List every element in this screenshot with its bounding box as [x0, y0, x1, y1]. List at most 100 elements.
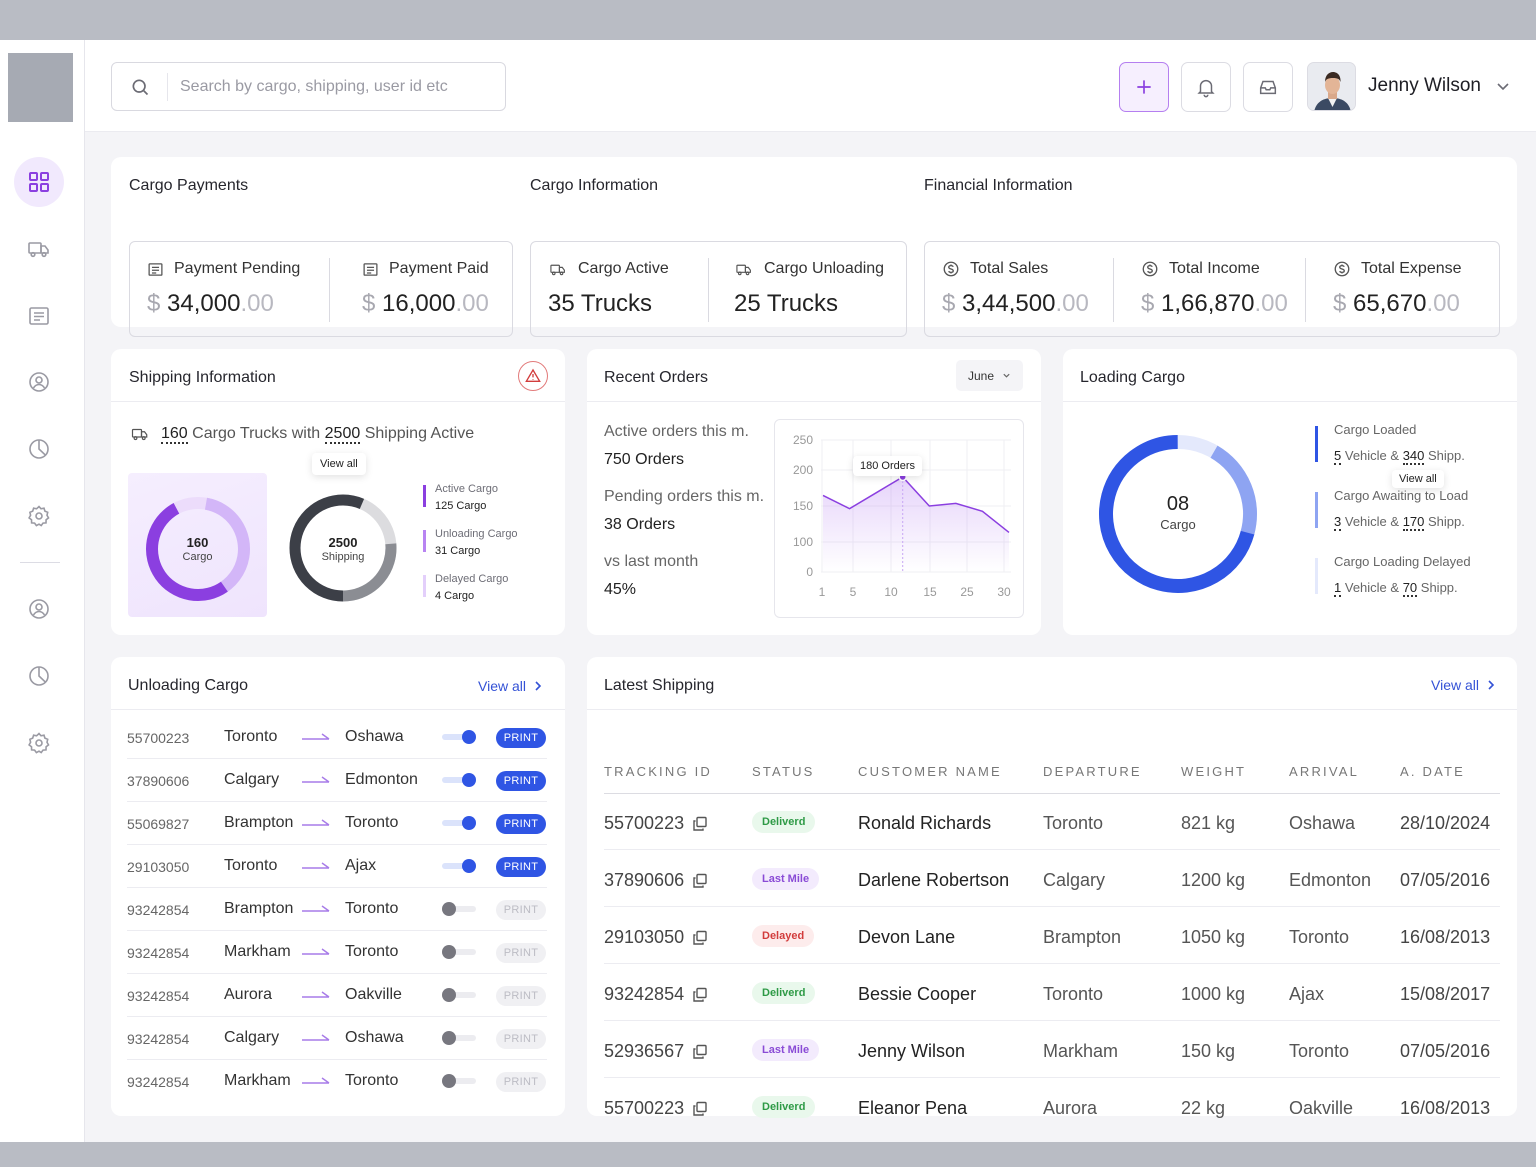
logo [8, 53, 73, 122]
user-name[interactable]: Jenny Wilson [1368, 75, 1481, 96]
nav-preferences[interactable] [14, 718, 64, 768]
chevron-down-icon[interactable] [1495, 76, 1511, 101]
pending-orders-value: 38 Orders [604, 516, 676, 533]
truck-icon [131, 428, 148, 441]
table-row[interactable]: 55700223 Deliverd Eleanor Pena Aurora 22 kg O… [587, 1096, 1517, 1136]
destination-city: Toronto [345, 1072, 399, 1089]
shipping-headline: 160 Cargo Trucks with 2500 Shipping Acti… [129, 425, 474, 444]
column-header: CUSTOMER NAME [858, 764, 1002, 779]
status-badge: Deliverd [752, 811, 816, 833]
pending-orders-label: Pending orders this m. [604, 488, 765, 505]
status-toggle[interactable] [442, 773, 476, 787]
copy-icon[interactable] [692, 930, 708, 946]
shipping-donut-label: Shipping [321, 551, 365, 563]
print-button[interactable]: PRINT [496, 943, 546, 963]
status-toggle[interactable] [442, 988, 476, 1002]
nav-trucks[interactable] [14, 224, 64, 274]
document-icon [29, 307, 49, 325]
add-button[interactable] [1119, 62, 1169, 112]
gear-icon [28, 505, 50, 527]
list-item: 93242854 Aurora Oakville PRINT [111, 983, 565, 1026]
bell-icon [1197, 79, 1215, 98]
copy-icon[interactable] [692, 987, 708, 1003]
print-button[interactable]: PRINT [496, 814, 546, 834]
shipping-view-all-link[interactable]: View all [1431, 677, 1495, 693]
print-button[interactable]: PRINT [496, 857, 546, 877]
origin-city: Markham [224, 943, 291, 960]
stat-value: $ 65,670.00 [1333, 290, 1460, 317]
list-item: 93242854 Markham Toronto PRINT [111, 1069, 565, 1112]
cargo-id: 37890606 [127, 773, 190, 789]
copy-icon[interactable] [692, 873, 708, 889]
departure: Toronto [1043, 813, 1104, 833]
arrival: Edmonton [1289, 870, 1372, 890]
unloading-view-all-link[interactable]: View all [478, 678, 542, 694]
status-toggle[interactable] [442, 859, 476, 873]
status-toggle[interactable] [442, 730, 476, 744]
sidebar-divider [20, 562, 60, 563]
stat-value: 25 Trucks [734, 290, 839, 317]
copy-icon[interactable] [692, 1044, 708, 1060]
divider [587, 709, 1517, 710]
copy-icon[interactable] [692, 1101, 708, 1117]
month-select[interactable]: June [956, 360, 1023, 391]
arrival: Toronto [1289, 927, 1350, 947]
nav-profile[interactable] [14, 357, 64, 407]
inbox-button[interactable] [1243, 62, 1293, 112]
view-all-tooltip[interactable]: View all [312, 453, 366, 475]
print-button[interactable]: PRINT [496, 771, 546, 791]
print-button[interactable]: PRINT [496, 728, 546, 748]
grid-icon [29, 172, 49, 192]
status-toggle[interactable] [442, 1031, 476, 1045]
divider [604, 963, 1500, 964]
status-toggle[interactable] [442, 1074, 476, 1088]
nav-analytics[interactable] [14, 651, 64, 701]
legend-item: Active Cargo 125 Cargo [423, 483, 543, 519]
print-button[interactable]: PRINT [496, 1072, 546, 1092]
stat-label: Cargo Active [578, 260, 669, 277]
unloading-cargo-title: Unloading Cargo [128, 677, 249, 694]
x-tick-label: 30 [997, 585, 1011, 599]
nav-account[interactable] [14, 584, 64, 634]
table-row[interactable]: 93242854 Deliverd Bessie Cooper Toronto 1000… [587, 982, 1517, 1022]
legend-item: Unloading Cargo 31 Cargo [423, 528, 543, 564]
nav-documents[interactable] [14, 291, 64, 341]
y-tick-label: 0 [806, 565, 813, 579]
cargo-id: 55700223 [127, 730, 190, 746]
nav-dashboard[interactable] [14, 157, 64, 207]
search-input[interactable] [168, 77, 505, 96]
truck-icon [550, 264, 565, 275]
arrow-right-icon [302, 776, 330, 783]
arrow-right-icon [302, 1034, 330, 1041]
status-badge: Deliverd [752, 982, 816, 1004]
y-tick-label: 200 [793, 463, 813, 477]
table-row[interactable]: 37890606 Last Mile Darlene Robertson Calgar… [587, 868, 1517, 908]
nav-settings[interactable] [14, 491, 64, 541]
alert-button[interactable] [518, 361, 548, 391]
avatar[interactable] [1307, 62, 1356, 111]
divider [329, 258, 330, 322]
divider [1113, 258, 1114, 322]
dollar-circle-icon [1334, 261, 1350, 277]
x-tick-label: 1 [819, 585, 826, 599]
view-all-tooltip[interactable]: View all [1392, 470, 1444, 488]
table-row[interactable]: 55700223 Deliverd Ronald Richards Toronto 82… [587, 811, 1517, 851]
column-header: DEPARTURE [1043, 764, 1142, 779]
status-toggle[interactable] [442, 902, 476, 916]
notifications-button[interactable] [1181, 62, 1231, 112]
print-button[interactable]: PRINT [496, 986, 546, 1006]
x-tick-label: 25 [960, 585, 974, 599]
status-toggle[interactable] [442, 945, 476, 959]
table-row[interactable]: 52936567 Last Mile Jenny Wilson Markham 150 … [587, 1039, 1517, 1079]
status-toggle[interactable] [442, 816, 476, 830]
cargo-donut-panel: 160 Cargo [128, 473, 267, 617]
nav-reports[interactable] [14, 424, 64, 474]
stat-value: $ 3,44,500.00 [942, 290, 1089, 317]
y-tick-label: 150 [793, 499, 813, 513]
print-button[interactable]: PRINT [496, 1029, 546, 1049]
cargo-payments-title: Cargo Payments [129, 177, 249, 194]
copy-icon[interactable] [692, 816, 708, 832]
table-row[interactable]: 29103050 Delayed Devon Lane Brampton 1050 kg… [587, 925, 1517, 965]
print-button[interactable]: PRINT [496, 900, 546, 920]
financial-info-box: Total Sales $ 3,44,500.00 Total Income $… [924, 241, 1500, 337]
